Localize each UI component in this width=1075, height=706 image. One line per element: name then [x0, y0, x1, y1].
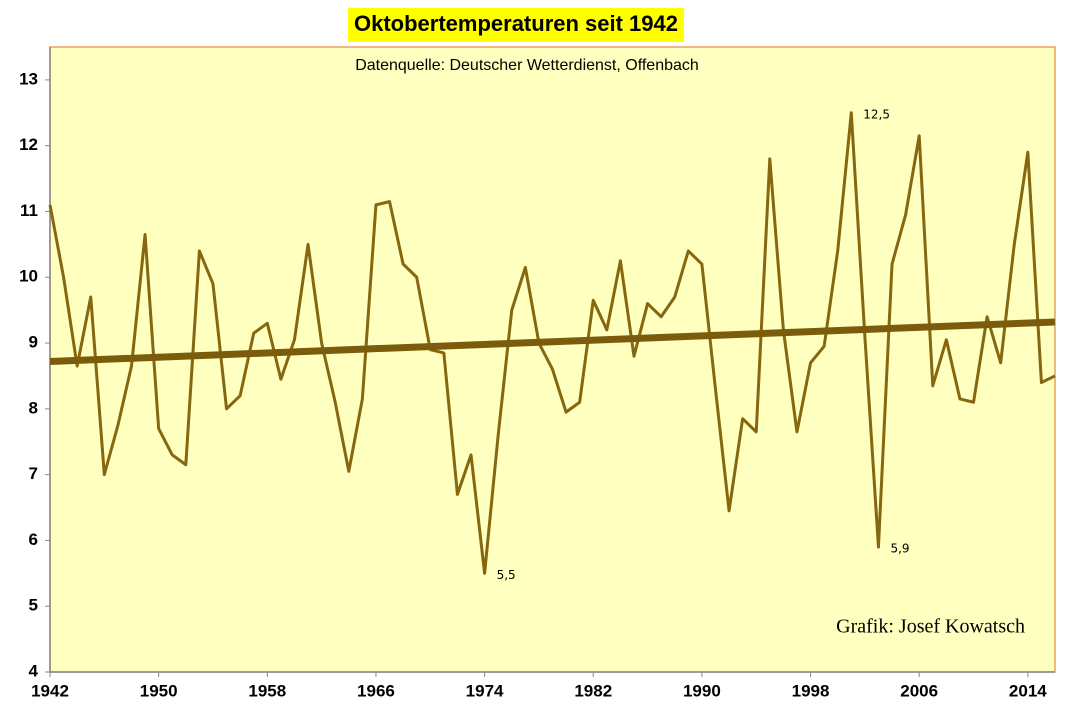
- y-tick-label: 13: [19, 69, 38, 88]
- annotation: 5,9: [890, 542, 909, 556]
- annotation: 5,5: [497, 568, 516, 582]
- annotation: 12,5: [863, 107, 890, 121]
- y-tick-label: 9: [29, 333, 38, 352]
- x-tick-label: 1982: [574, 681, 612, 700]
- y-tick-label: 8: [29, 398, 38, 417]
- plot-area: [49, 46, 1056, 673]
- data-line: [48, 111, 1056, 575]
- y-tick-label: 11: [20, 201, 38, 220]
- x-tick-label: 1966: [357, 681, 395, 700]
- y-tick-label: 7: [29, 464, 38, 483]
- title-highlight: [347, 8, 685, 42]
- y-tick-label: 12: [19, 135, 38, 154]
- y-tick-label: 10: [19, 267, 38, 286]
- x-tick-label: 1998: [792, 681, 830, 700]
- x-tick-label: 1950: [140, 681, 178, 700]
- y-tick-label: 6: [29, 530, 38, 549]
- credit: Grafik: Josef Kowatsch: [836, 616, 1025, 638]
- x-tick-label: 2014: [1009, 681, 1047, 700]
- chart-title: Oktobertemperaturen seit 1942: [354, 11, 678, 36]
- chart-subtitle: Datenquelle: Deutscher Wetterdienst, Off…: [355, 57, 699, 74]
- y-tick-label: 4: [29, 661, 39, 680]
- x-tick-label: 1958: [248, 681, 286, 700]
- trend-line: [49, 318, 1056, 365]
- y-tick-label: 5: [29, 596, 38, 615]
- x-tick-label: 1942: [31, 681, 69, 700]
- x-tick-label: 1990: [683, 681, 721, 700]
- x-tick-label: 1974: [466, 681, 504, 700]
- x-tick-label: 2006: [900, 681, 938, 700]
